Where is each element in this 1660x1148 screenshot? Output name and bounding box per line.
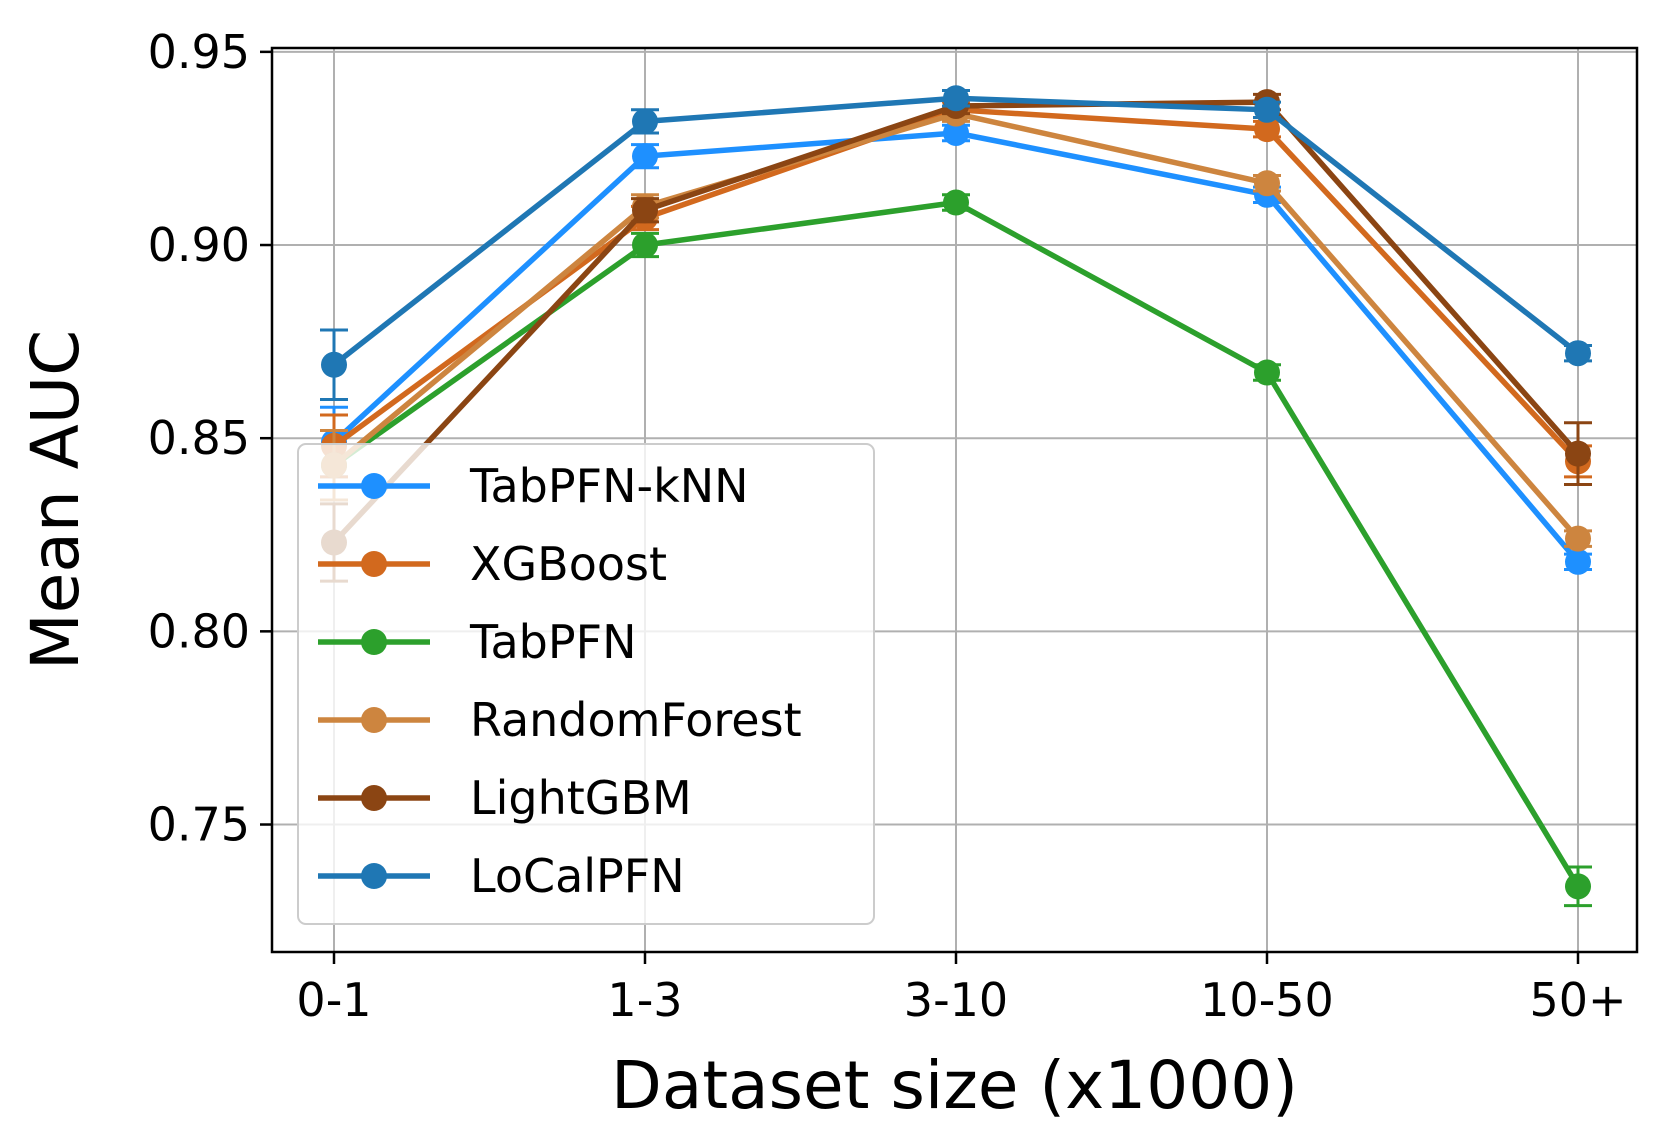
data-point [321,351,347,378]
legend-label: LoCalPFN [470,849,685,903]
legend-label: RandomForest [470,693,802,747]
data-point [1254,359,1280,386]
x-tick-label: 3-10 [904,973,1008,1027]
legend-swatch-marker [361,785,387,811]
legend-item: LoCalPFN [318,849,685,903]
y-tick-label: 0.90 [148,218,250,272]
legend-swatch-marker [361,473,387,499]
legend: TabPFN-kNN XGBoost TabPFN RandomForest Light… [297,443,875,925]
x-tick-label: 1-3 [607,973,682,1027]
legend-label: LightGBM [470,771,692,825]
legend-swatch-marker [361,629,387,655]
data-point [1565,340,1591,367]
x-tick-label: 0-1 [296,973,371,1027]
y-tick-label: 0.95 [148,25,250,79]
legend-swatch-marker [361,551,387,577]
legend-box [297,443,875,925]
data-point [632,143,658,170]
data-point [632,197,658,224]
x-tick-label: 50+ [1529,973,1626,1027]
plot-frame [270,46,1639,954]
y-axis-title: Mean AUC [17,330,94,670]
data-point [943,189,969,216]
data-point [943,85,969,112]
data-point [943,119,969,146]
y-tick-label: 0.75 [148,798,250,852]
legend-item: TabPFN [318,615,636,669]
data-point [1565,548,1591,575]
data-point [632,232,658,259]
legend-label: XGBoost [470,537,667,591]
x-axis-title: Dataset size (x1000) [611,1047,1298,1124]
data-point [1254,116,1280,143]
legend-label: TabPFN [469,615,636,669]
x-tick-label: 10-50 [1200,973,1334,1027]
data-point [1565,440,1591,467]
legend-swatch-marker [361,863,387,889]
data-point [632,108,658,135]
series-localpfn [320,85,1592,402]
legend-item: RandomForest [318,693,802,747]
ticks: 0-1 1-3 3-10 10-50 50+ 0.75 0.80 0.85 0.90 0.95 [148,25,1627,1027]
data-point [1565,873,1591,900]
legend-item: LightGBM [318,771,692,825]
data-point [1254,170,1280,197]
legend-swatch-marker [361,707,387,733]
data-point [1254,96,1280,123]
data-point [1565,525,1591,552]
legend-item: XGBoost [318,537,667,591]
legend-item: TabPFN-kNN [318,459,749,513]
legend-label: TabPFN-kNN [469,459,749,513]
y-tick-label: 0.85 [148,411,250,465]
y-tick-label: 0.80 [148,604,250,658]
